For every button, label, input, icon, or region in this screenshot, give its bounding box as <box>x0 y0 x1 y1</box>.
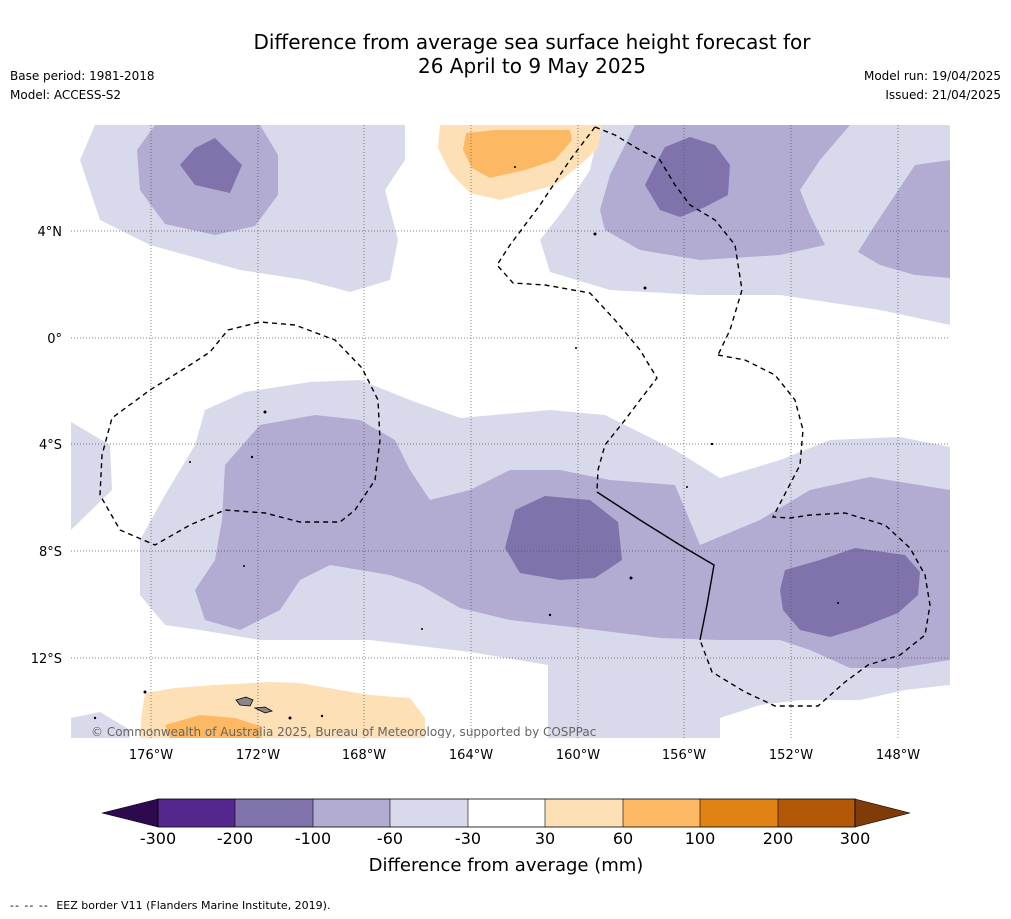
island-upolu <box>253 706 274 714</box>
contour-positive <box>140 125 602 738</box>
gridlines <box>71 125 950 738</box>
eez-border-west <box>99 321 381 546</box>
colorbar-ticks: -300 -200 -100 -60 -30 30 60 100 200 300 <box>140 829 870 848</box>
lon-label-156w: 156°W <box>662 748 706 763</box>
colorbar-swatch-8 <box>700 799 778 827</box>
lat-label-8s: 8°S <box>39 545 62 560</box>
lon-label-160w: 160°W <box>556 748 600 763</box>
island-savaii <box>235 696 254 707</box>
footer-note: -- -- -- EEZ border V11 (Flanders Marine… <box>10 899 330 912</box>
lat-labels: 4°N 0° 4°S 8°S 12°S <box>31 225 62 667</box>
colorbar-swatch-7 <box>623 799 700 827</box>
colorbar-tick-10: 300 <box>840 829 871 848</box>
eez-legend-text: EEZ border V11 (Flanders Marine Institut… <box>56 899 331 912</box>
lon-labels: 176°W 172°W 168°W 164°W 160°W 156°W 152°… <box>129 748 920 763</box>
colorbar-tick-6: 30 <box>535 829 555 848</box>
colorbar-tick-1: -300 <box>140 829 176 848</box>
colorbar-tick-3: -100 <box>295 829 331 848</box>
eez-legend-symbol: -- -- -- <box>10 899 49 912</box>
lat-label-4n: 4°N <box>38 225 63 240</box>
lon-label-172w: 172°W <box>236 748 280 763</box>
lon-label-164w: 164°W <box>449 748 493 763</box>
colorbar-tick-7: 60 <box>613 829 633 848</box>
lat-label-4s: 4°S <box>39 438 62 453</box>
colorbar-tick-8: 100 <box>685 829 716 848</box>
title-line-1: Difference from average sea surface heig… <box>253 30 811 54</box>
model-run: Model run: 19/04/2025 <box>863 69 1001 83</box>
map-title: Difference from average sea surface heig… <box>0 30 1011 78</box>
contour-north-60-100 <box>463 130 572 178</box>
title-line-2: 26 April to 9 May 2025 <box>418 54 646 78</box>
eez-border-east <box>699 354 931 707</box>
contour-south-dark-2 <box>780 548 920 637</box>
eez-border-solid <box>596 491 715 641</box>
contour-south-light <box>71 422 112 530</box>
base-period: Base period: 1981-2018 <box>10 69 155 83</box>
colorbar-tick-4: -60 <box>377 829 403 848</box>
colorbar-frame <box>157 798 856 828</box>
lon-label-168w: 168°W <box>342 748 386 763</box>
lon-label-176w: 176°W <box>129 748 173 763</box>
colorbar-swatch-4 <box>390 799 468 827</box>
contour-ne-dark <box>645 137 730 217</box>
colorbar-tick-2: -200 <box>217 829 253 848</box>
model-name: Model: ACCESS-S2 <box>10 88 122 102</box>
lat-label-12s: 12°S <box>31 652 62 667</box>
meta-right: Model run: 19/04/2025 Issued: 21/04/2025 <box>864 67 1001 105</box>
lat-label-0: 0° <box>47 332 62 347</box>
colorbar-swatch-9 <box>778 799 855 827</box>
copyright-notice: © Commonwealth of Australia 2025, Bureau… <box>91 725 596 739</box>
colorbar-swatch-3 <box>313 799 390 827</box>
eez-border-central <box>594 126 743 356</box>
lon-label-152w: 152°W <box>769 748 813 763</box>
colorbar-swatch-5 <box>468 799 545 827</box>
colorbar-extend-low <box>101 798 159 828</box>
contour-nw-dark <box>180 138 242 193</box>
small-islands <box>93 166 839 720</box>
issued-date: Issued: 21/04/2025 <box>885 88 1001 102</box>
contour-level-minus200-minus100 <box>180 137 920 637</box>
map-area: © Commonwealth of Australia 2025, Bureau… <box>71 125 950 739</box>
colorbar-swatch-2 <box>235 799 313 827</box>
contour-south-dark-1 <box>505 496 622 580</box>
contour-sw-light <box>71 712 130 738</box>
colorbar-label: Difference from average (mm) <box>369 855 644 876</box>
colorbar-tick-5: -30 <box>455 829 481 848</box>
colorbar-tick-9: 200 <box>763 829 794 848</box>
meta-left: Base period: 1981-2018 Model: ACCESS-S2 <box>10 67 155 105</box>
colorbar-swatch-1 <box>158 799 235 827</box>
islands <box>235 696 274 714</box>
colorbar-swatch-6 <box>545 799 623 827</box>
contour-east-mid <box>858 160 950 278</box>
colorbar-extend-high <box>854 798 911 828</box>
lon-label-148w: 148°W <box>876 748 920 763</box>
eez-borders <box>99 126 931 707</box>
eez-border-central-2 <box>496 126 658 491</box>
contour-south-60-100 <box>165 715 262 738</box>
colorbar: -300 -200 -100 -60 -30 30 60 100 200 300… <box>101 798 911 876</box>
